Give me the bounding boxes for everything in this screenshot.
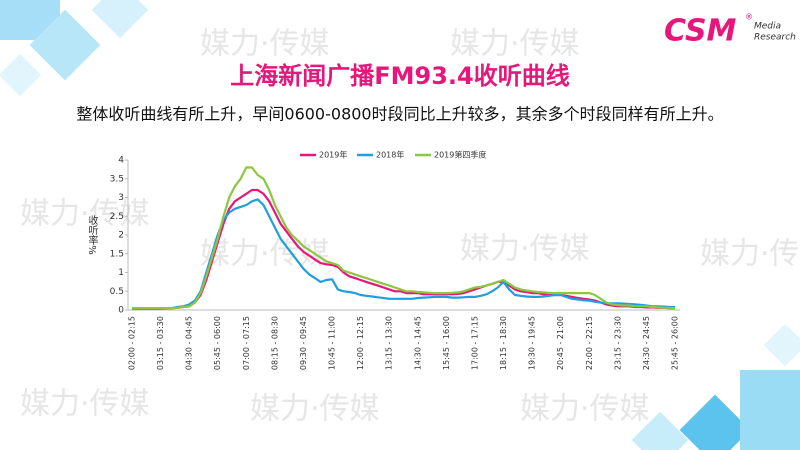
y-tick-label: 1 <box>118 268 124 278</box>
watermark: 媒力·传媒 <box>450 27 580 62</box>
y-tick-label: 4 <box>118 156 124 166</box>
title: 上海新闻广播FM93.4收听曲线 <box>230 62 570 90</box>
x-tick-label: 05:45 - 06:00 <box>213 316 222 370</box>
series-line <box>132 188 675 310</box>
x-tick-label: 14:30 - 14:45 <box>413 316 422 370</box>
y-tick-label: 3 <box>118 193 124 203</box>
logo: CSM ® Media Research <box>664 13 796 49</box>
x-tick-label: 04:30 - 04:45 <box>185 316 194 370</box>
y-tick-label: 1.5 <box>110 249 124 259</box>
x-tick-label: 25:45 - 26:00 <box>671 316 680 370</box>
watermark: 媒力·传媒 <box>20 387 150 422</box>
x-tick-label: 12:00 - 12:15 <box>356 316 365 370</box>
legend-label: 2019第四季度 <box>434 150 486 160</box>
series-line <box>132 166 676 310</box>
x-tick-label: 18:15 - 18:30 <box>499 316 508 370</box>
x-tick-label: 08:15 - 08:30 <box>270 316 279 370</box>
x-tick-label: 22:00 - 22:15 <box>585 316 594 370</box>
x-tick-label: 13:15 - 13:30 <box>385 316 394 370</box>
x-tick-label: 15:45 - 16:00 <box>442 316 451 370</box>
watermark: 媒力·传媒 <box>460 232 590 267</box>
y-tick-label: 0.5 <box>110 287 124 297</box>
x-tick-label: 07:00 - 07:15 <box>242 316 251 370</box>
y-tick-label: 3.5 <box>110 174 124 184</box>
legend-label: 2018年 <box>376 150 404 160</box>
logo-sub: Research <box>754 33 796 43</box>
x-tick-label: 23:15 - 23:30 <box>613 316 622 370</box>
x-tick-label: 20:45 - 21:00 <box>556 316 565 370</box>
watermark: 媒力·传媒 <box>520 392 650 427</box>
watermark: 媒力·传媒 <box>20 197 150 232</box>
watermark: 媒力·传媒 <box>200 237 330 272</box>
x-tick-label: 17:00 - 17:15 <box>470 316 479 370</box>
watermark: 媒力·传媒 <box>700 237 800 272</box>
y-tick-label: 2.5 <box>110 212 124 222</box>
legend-label: 2019年 <box>319 150 347 160</box>
logo-mark: ® <box>745 13 753 22</box>
y-tick-label: 0 <box>118 306 124 316</box>
y-tick-label: 2 <box>118 231 124 241</box>
logo-text: CSM <box>664 14 737 49</box>
subtitle: 整体收听曲线有所上升，早间0600-0800时段同比上升较多，其余多个时段同样有… <box>76 105 723 124</box>
x-tick-label: 10:45 - 11:00 <box>328 316 337 370</box>
x-tick-label: 02:00 - 02:15 <box>128 316 137 370</box>
watermark: 媒力·传媒 <box>200 27 330 62</box>
x-tick-label: 19:30 - 19:45 <box>528 316 537 370</box>
logo-sub: Media <box>754 22 781 32</box>
x-tick-label: 24:30 - 24:45 <box>642 316 651 370</box>
y-axis-title: 收听率% <box>86 214 98 255</box>
watermark: 媒力·传媒 <box>250 392 380 427</box>
x-tick-label: 09:30 - 09:45 <box>299 316 308 370</box>
x-tick-label: 03:15 - 03:30 <box>156 316 165 370</box>
